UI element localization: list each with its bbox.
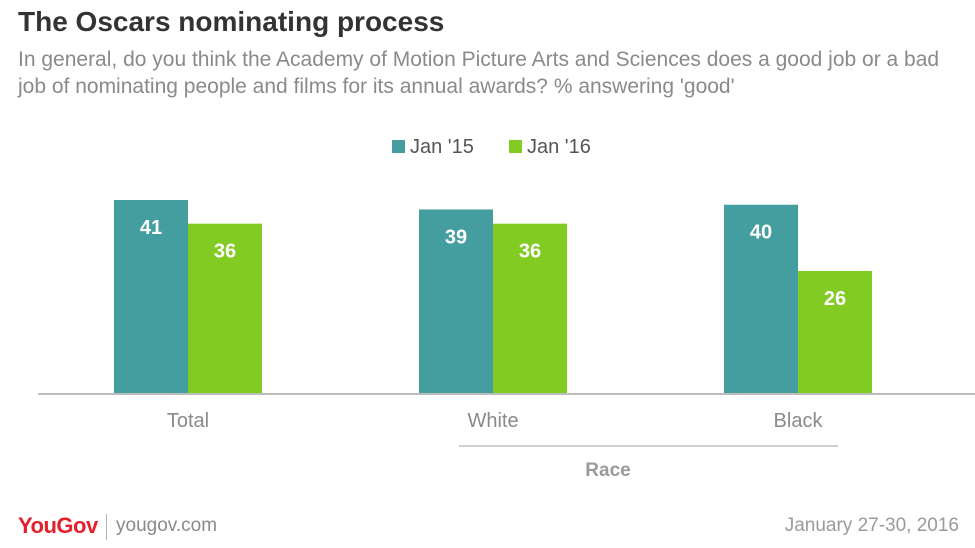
yougov-logo: YouGov (18, 513, 98, 538)
category-label-total: Total (167, 410, 209, 432)
bar-black-0 (724, 204, 798, 394)
data-label-black-0: 40 (750, 222, 772, 244)
bar-total-0 (114, 200, 188, 394)
legend-swatch-0 (392, 140, 405, 153)
legend-label-0: Jan '15 (410, 136, 474, 158)
bar-white-0 (419, 209, 493, 394)
footer-divider (106, 514, 107, 540)
footer: YouGov yougov.com January 27-30, 2016 (0, 505, 975, 548)
category-label-black: Black (774, 410, 824, 432)
data-label-total-0: 41 (140, 217, 162, 239)
bar-chart: Jan '15 Jan '16 41 36 Total 39 36 White 40 26 Blac… (38, 136, 975, 481)
data-label-white-0: 39 (445, 226, 467, 248)
data-label-total-1: 36 (214, 241, 236, 263)
chart-title: The Oscars nominating process (18, 6, 445, 37)
group-label-race: Race (585, 460, 630, 481)
bar-black-1 (798, 270, 872, 394)
chart-subtitle: In general, do you think the Academy of … (18, 48, 940, 98)
legend-label-1: Jan '16 (527, 136, 591, 158)
bar-white-1 (493, 223, 567, 394)
site-url[interactable]: yougov.com (116, 515, 218, 536)
survey-date: January 27-30, 2016 (784, 515, 959, 536)
data-label-white-1: 36 (519, 241, 541, 263)
bar-total-1 (188, 223, 262, 394)
category-label-white: White (467, 410, 518, 432)
data-label-black-1: 26 (824, 288, 846, 310)
header: The Oscars nominating process In general… (0, 0, 975, 108)
legend-swatch-1 (509, 140, 522, 153)
